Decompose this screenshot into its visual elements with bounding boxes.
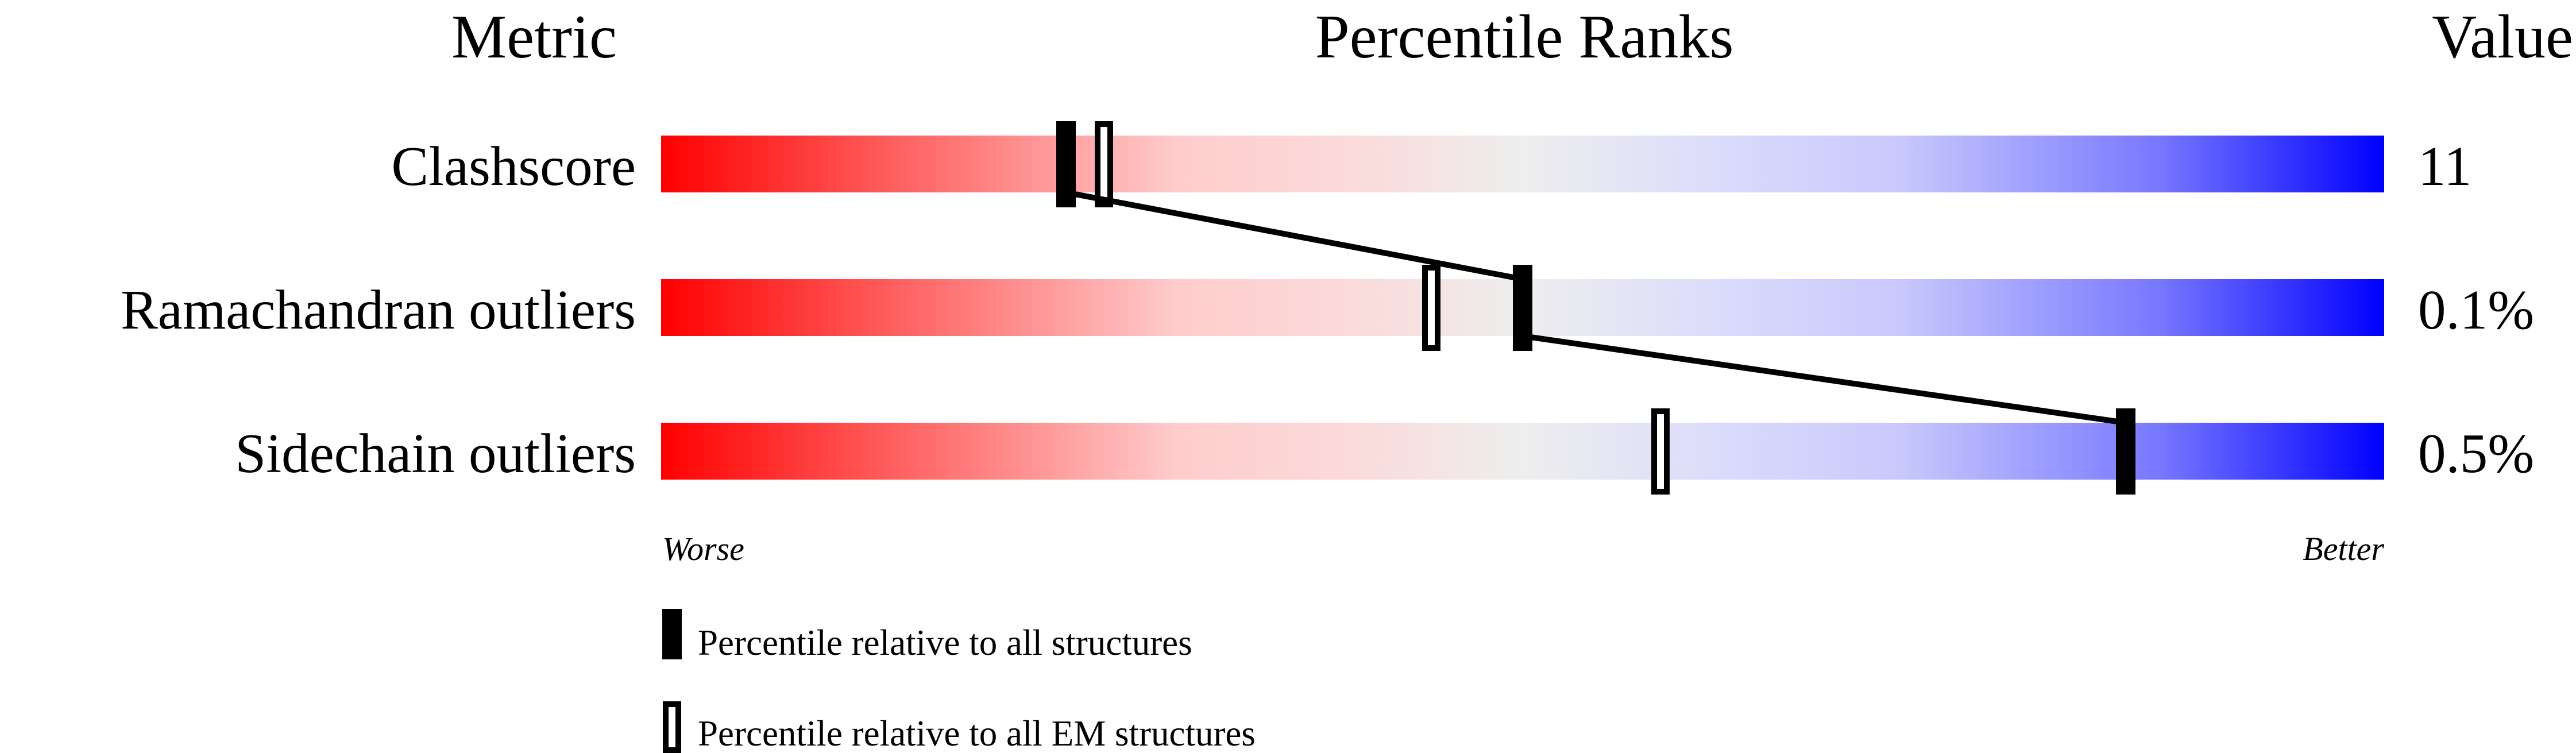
metric-label: Clashscore [391, 136, 636, 197]
percentile-bar [661, 136, 2384, 192]
connector-line [1522, 333, 2126, 426]
metric-value: 0.5% [2418, 423, 2534, 484]
percentile-bar [661, 423, 2384, 480]
header-metric: Metric [451, 3, 617, 71]
metric-value: 11 [2418, 136, 2471, 197]
legend-open-marker [663, 701, 681, 753]
axis-better-label: Better [2303, 530, 2384, 567]
metric-value: 0.1% [2418, 279, 2534, 341]
em-percentile-marker [1095, 121, 1113, 207]
em-percentile-marker [1422, 265, 1440, 351]
legend-filled-label: Percentile relative to all structures [698, 623, 1192, 663]
header-value: Value [2432, 3, 2573, 71]
em-percentile-marker [1651, 408, 1670, 495]
connector-line [1065, 190, 1523, 282]
header-percentile-ranks: Percentile Ranks [1315, 3, 1734, 71]
legend-filled-marker [662, 609, 682, 659]
metric-label: Sidechain outliers [235, 423, 636, 484]
legend-open-label: Percentile relative to all EM structures [698, 713, 1256, 753]
axis-worse-label: Worse [662, 530, 744, 567]
metric-label: Ramachandran outliers [121, 279, 636, 341]
